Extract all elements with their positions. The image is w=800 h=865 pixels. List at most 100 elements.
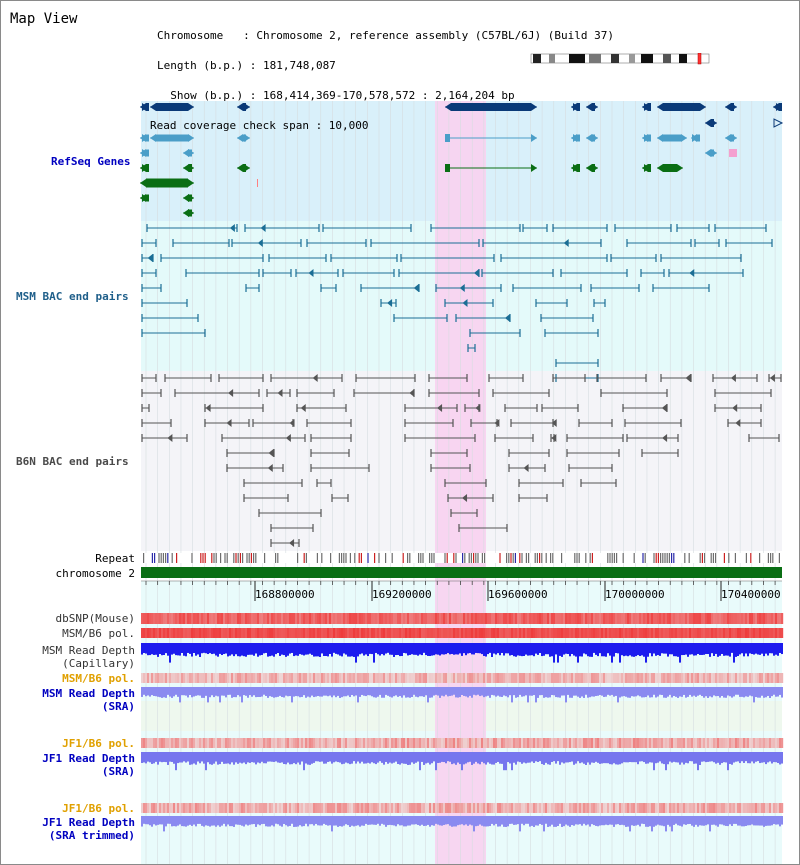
polymorphism-cell (733, 673, 736, 683)
read-depth-bar (231, 816, 233, 827)
polymorphism-cell (735, 628, 738, 638)
polymorphism-cell (427, 738, 430, 748)
read-depth-bar (713, 752, 715, 763)
read-depth-bar (365, 643, 367, 655)
polymorphism-cell (627, 613, 630, 624)
read-depth-bar (307, 643, 309, 655)
polymorphism-cell (243, 803, 246, 813)
read-depth-bar (177, 752, 179, 764)
polymorphism-cell (403, 628, 406, 638)
polymorphism-cell (319, 803, 322, 813)
read-depth-bar (639, 687, 641, 697)
polymorphism-cell (679, 673, 682, 683)
polymorphism-cell (409, 738, 412, 748)
polymorphism-cell (407, 673, 410, 683)
polymorphism-cell (389, 803, 392, 813)
polymorphism-cell (167, 628, 170, 638)
polymorphism-cell (159, 738, 162, 748)
polymorphism-cell (537, 803, 540, 813)
polymorphism-cell (365, 628, 368, 638)
polymorphism-cell (397, 673, 400, 683)
read-depth-bar (781, 816, 783, 825)
read-depth-bar (545, 643, 547, 655)
read-depth-bar (441, 816, 443, 826)
read-depth-bar (373, 687, 375, 698)
polymorphism-cell (475, 628, 478, 638)
polymorphism-cell (239, 628, 242, 638)
polymorphism-cell (335, 738, 338, 748)
read-depth-bar (373, 643, 375, 663)
repeat-element (576, 553, 578, 563)
polymorphism-cell (727, 628, 730, 638)
polymorphism-cell (325, 738, 328, 748)
read-depth-bar (211, 643, 213, 655)
polymorphism-cell (415, 738, 418, 748)
read-depth-bar (483, 687, 485, 698)
repeat-element (211, 553, 213, 563)
read-depth-bar (565, 643, 567, 654)
read-depth-bar (733, 816, 735, 824)
polymorphism-cell (549, 738, 552, 748)
read-depth-bar (613, 643, 615, 657)
read-depth-bar (723, 687, 725, 698)
read-depth-bar (205, 643, 207, 654)
polymorphism-cell (193, 628, 196, 638)
read-depth-bar (513, 643, 515, 657)
polymorphism-cell (765, 613, 768, 624)
polymorphism-cell (561, 673, 564, 683)
polymorphism-cell (589, 628, 592, 638)
read-depth-bar (763, 687, 765, 698)
polymorphism-cell (653, 673, 656, 683)
polymorphism-cell (327, 613, 330, 624)
read-depth-bar (627, 752, 629, 763)
read-depth-bar (769, 687, 771, 698)
read-depth-bar (277, 687, 279, 697)
polymorphism-cell (717, 628, 720, 638)
read-depth-bar (157, 816, 159, 825)
read-depth-bar (525, 816, 527, 824)
read-depth-bar (235, 816, 237, 825)
polymorphism-cell (221, 673, 224, 683)
polymorphism-cell (469, 738, 472, 748)
polymorphism-cell (635, 738, 638, 748)
polymorphism-cell (501, 628, 504, 638)
read-depth-bar (347, 687, 349, 696)
polymorphism-cell (379, 628, 382, 638)
polymorphism-cell (375, 628, 378, 638)
polymorphism-cell (197, 803, 200, 813)
read-depth-bar (179, 816, 181, 825)
polymorphism-cell (571, 738, 574, 748)
polymorphism-cell (493, 738, 496, 748)
polymorphism-cell (279, 673, 282, 683)
read-depth-bar (637, 643, 639, 656)
read-depth-bar (257, 816, 259, 825)
polymorphism-cell (277, 738, 280, 748)
repeat-element (710, 553, 712, 563)
gene-arrow (188, 179, 194, 187)
read-depth-bar (483, 752, 485, 764)
read-depth-bar (767, 816, 769, 826)
polymorphism-cell (575, 673, 578, 683)
polymorphism-cell (757, 738, 760, 748)
polymorphism-cell (477, 803, 480, 813)
polymorphism-cell (601, 803, 604, 813)
polymorphism-cell (215, 738, 218, 748)
read-depth-bar (197, 643, 199, 655)
polymorphism-cell (261, 738, 264, 748)
read-depth-bar (633, 752, 635, 763)
polymorphism-cell (517, 803, 520, 813)
polymorphism-cell (555, 803, 558, 813)
read-depth-bar (481, 752, 483, 762)
read-depth-bar (733, 687, 735, 697)
read-depth-bar (229, 816, 231, 827)
read-depth-bar (345, 816, 347, 825)
chromosome-ideogram[interactable] (529, 53, 713, 65)
polymorphism-cell (521, 803, 524, 813)
polymorphism-cell (529, 673, 532, 683)
read-depth-bar (471, 752, 473, 765)
polymorphism-cell (535, 803, 538, 813)
polymorphism-cell (701, 738, 704, 748)
polymorphism-cell (369, 673, 372, 683)
polymorphism-cell (519, 673, 522, 683)
polymorphism-cell (283, 803, 286, 813)
